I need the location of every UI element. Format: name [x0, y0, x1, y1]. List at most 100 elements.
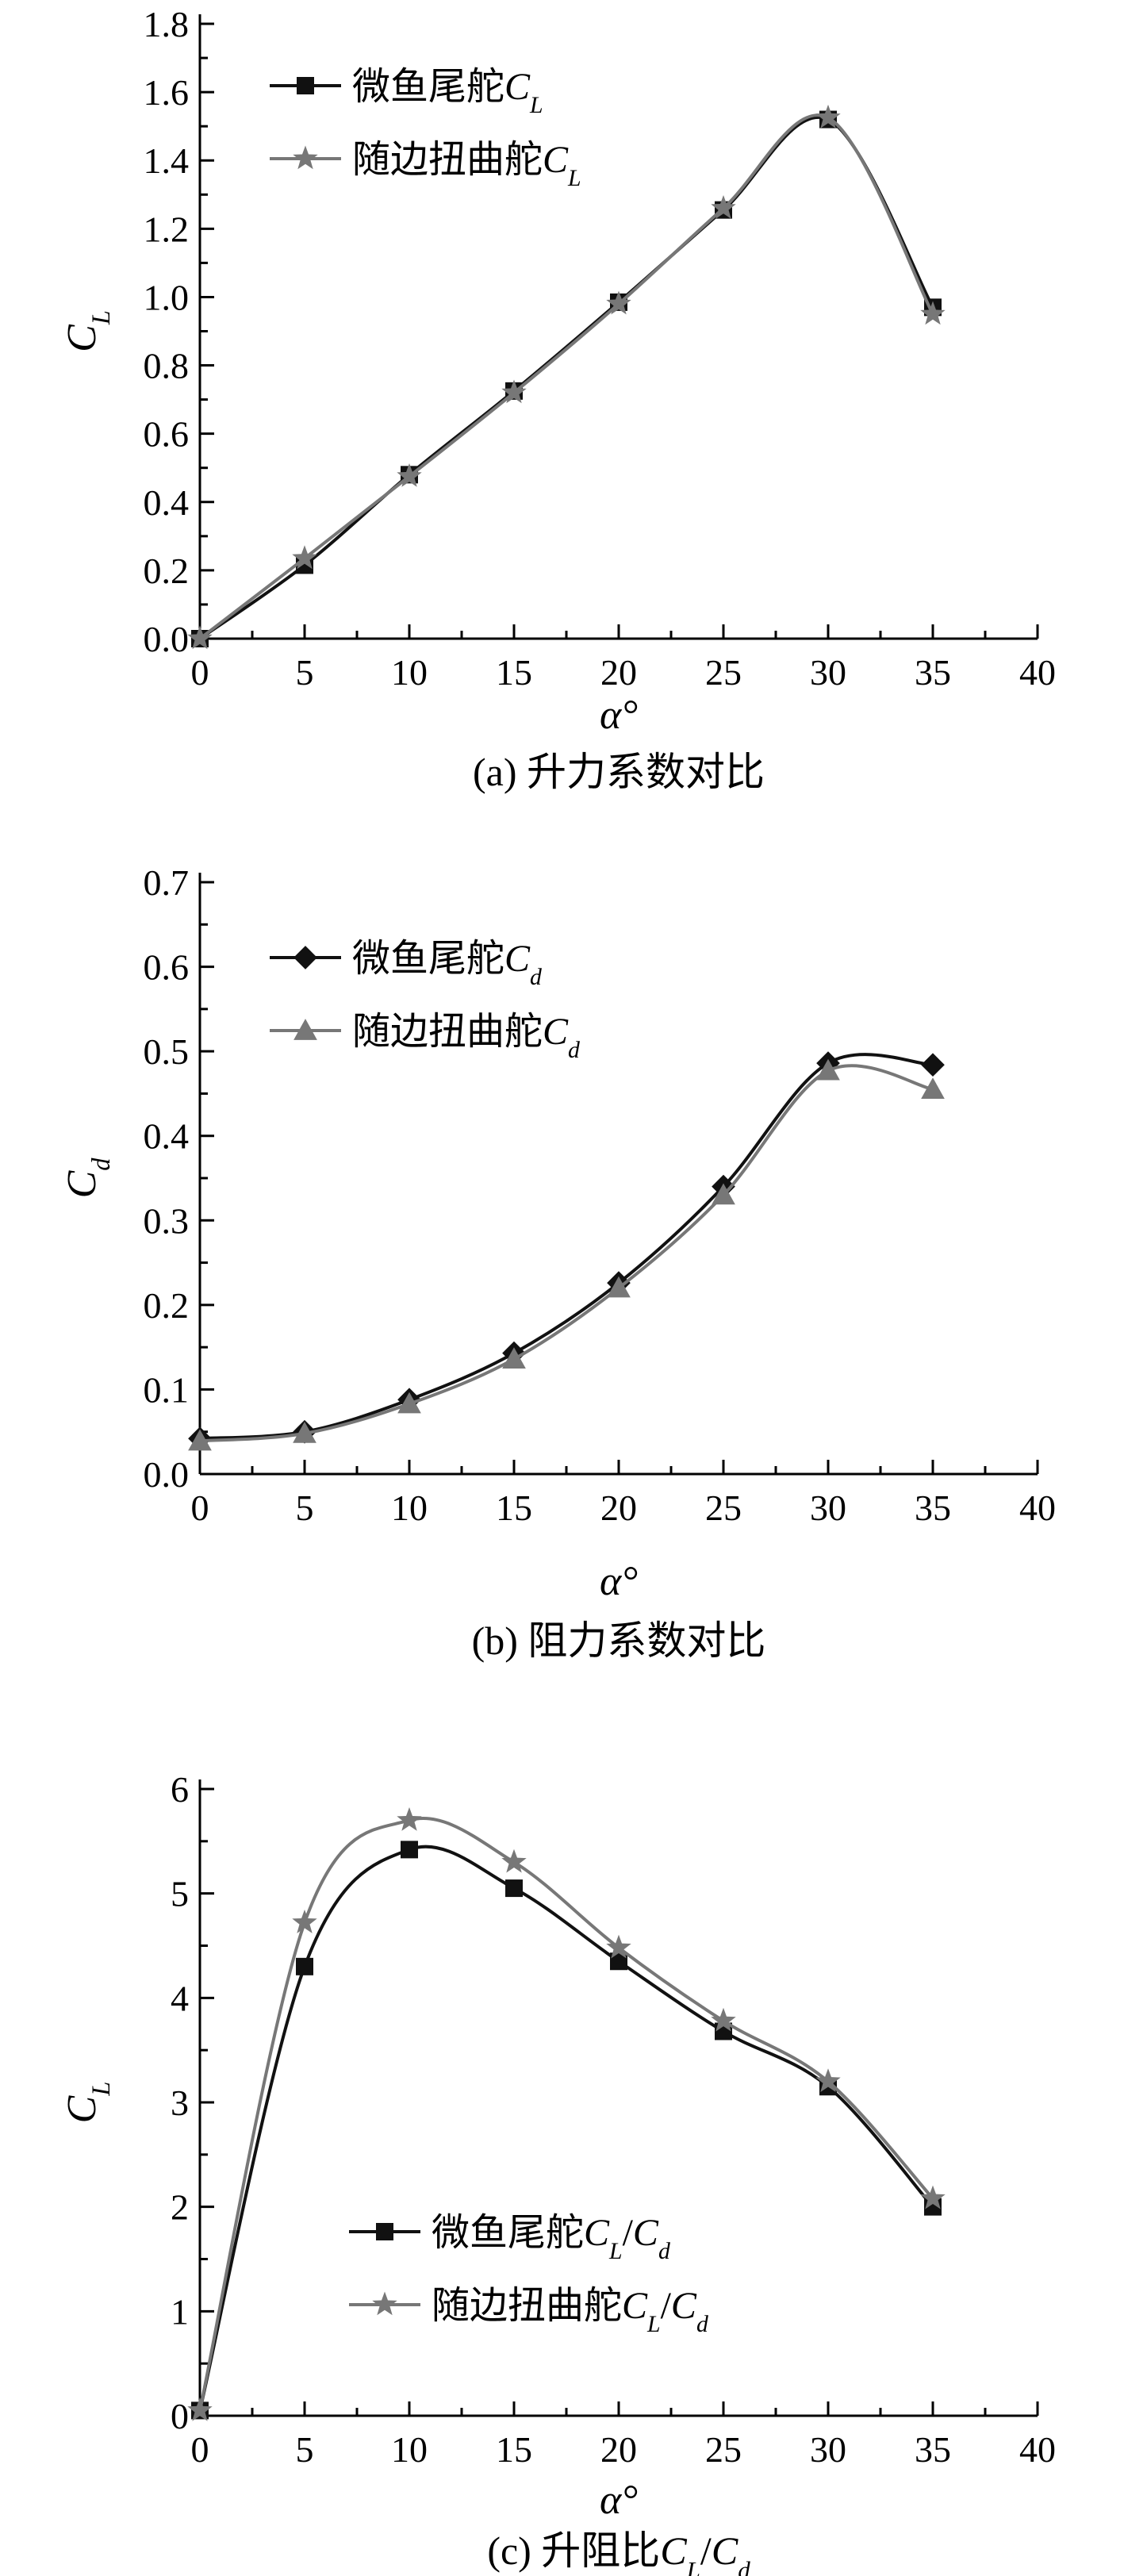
- data-point-2: [501, 1849, 527, 1873]
- y-tick-label: 1.2: [144, 209, 190, 249]
- y-tick-label: 1.4: [144, 140, 190, 181]
- y-axis-title: Cd: [59, 1157, 115, 1199]
- x-tick-label: 5: [296, 1488, 314, 1528]
- x-tick-label: 5: [296, 2429, 314, 2470]
- y-tick-label: 0.5: [144, 1031, 190, 1072]
- y-tick-label: 1.6: [144, 72, 190, 113]
- chart-caption: (a) 升力系数对比: [473, 750, 765, 794]
- x-tick-label: 25: [705, 1488, 742, 1528]
- y-tick-label: 0.0: [144, 619, 190, 659]
- data-point-2: [606, 290, 631, 315]
- y-tick-label: 0.4: [144, 1116, 190, 1157]
- data-point-2: [816, 1058, 840, 1081]
- y-tick-label: 0.2: [144, 1285, 190, 1326]
- data-point-2: [921, 1077, 945, 1099]
- chart-2: 0 5 10 15 20 25 30 35 40 0.0 0.1 0.2 0.3 0.4 0.5 0.6 0.7…: [59, 862, 1056, 1663]
- x-axis-title: α°: [600, 1559, 638, 1604]
- data-point-2: [711, 195, 736, 219]
- data-point-2: [397, 1392, 421, 1414]
- legend-marker-1: [297, 77, 314, 94]
- data-point-2: [292, 1910, 317, 1933]
- y-axis-title: CL: [59, 310, 115, 352]
- data-point-2: [187, 625, 213, 650]
- data-point-2: [920, 301, 946, 325]
- legend-label-1: 微鱼尾舵CL/Cd: [432, 2212, 670, 2264]
- legend-marker-1: [376, 2223, 393, 2240]
- legend-label-2: 随边扭曲舵CL/Cd: [432, 2285, 708, 2337]
- y-tick-label: 5: [171, 1874, 189, 1914]
- data-point-1: [505, 1879, 523, 1898]
- data-point-1: [921, 1053, 945, 1077]
- legend-label-2: 随边扭曲舵CL: [352, 139, 581, 191]
- data-point-2: [607, 1276, 631, 1298]
- data-point-2: [397, 463, 422, 487]
- chart-3: 0 5 10 15 20 25 30 35 40 0 1 2 3 4 5 6 α° CL (c) 升阻比CL/Cd 微…: [59, 1769, 1056, 2576]
- y-tick-label: 1.0: [144, 277, 190, 317]
- data-point-1: [610, 1952, 627, 1971]
- y-tick-label: 6: [171, 1769, 189, 1810]
- x-tick-label: 30: [810, 1488, 846, 1528]
- x-tick-label: 25: [705, 2429, 742, 2470]
- data-point-2: [188, 1429, 212, 1451]
- data-point-2: [187, 2397, 213, 2421]
- legend-marker-1: [293, 946, 317, 969]
- data-point-1: [296, 1957, 313, 1975]
- x-tick-label: 40: [1019, 1488, 1056, 1528]
- data-point-2: [292, 545, 317, 570]
- data-point-2: [711, 2007, 736, 2032]
- x-tick-label: 20: [600, 652, 637, 693]
- series-line-1: [199, 1053, 934, 1441]
- legend-marker-2: [293, 1019, 317, 1040]
- legend-marker-2: [372, 2291, 397, 2316]
- data-point-2: [293, 1421, 316, 1443]
- data-point-2: [502, 1347, 526, 1369]
- x-tick-label: 35: [915, 652, 951, 693]
- x-tick-label: 15: [496, 652, 532, 693]
- chart-1: 0 5 10 15 20 25 30 35 40 0.0 0.2 0.4 0.6 0.8 1.0 1.2 1.4…: [59, 4, 1056, 794]
- y-axis-title: CL: [59, 2082, 115, 2124]
- data-point-2: [815, 2068, 841, 2092]
- legend-label-2: 随边扭曲舵Cd: [352, 1011, 580, 1063]
- x-tick-label: 35: [915, 1488, 951, 1528]
- x-tick-label: 10: [391, 1488, 428, 1528]
- x-axis-title: α°: [600, 2478, 638, 2523]
- x-tick-label: 20: [600, 2429, 637, 2470]
- x-tick-label: 10: [391, 2429, 428, 2470]
- x-tick-label: 40: [1019, 652, 1056, 693]
- legend-label-1: 微鱼尾舵CL: [352, 66, 543, 118]
- x-axis-title: α°: [600, 693, 638, 738]
- y-tick-label: 0.8: [144, 346, 190, 386]
- data-point-2: [397, 1807, 422, 1831]
- y-tick-label: 0.0: [144, 1454, 190, 1495]
- legend-marker-2: [293, 145, 318, 170]
- x-tick-label: 15: [496, 2429, 532, 2470]
- y-tick-label: 0.6: [144, 414, 190, 455]
- y-tick-label: 4: [171, 1978, 189, 2018]
- x-tick-label: 5: [296, 652, 314, 693]
- x-tick-label: 40: [1019, 2429, 1056, 2470]
- y-tick-label: 0.2: [144, 551, 190, 591]
- data-point-2: [920, 2185, 946, 2209]
- chart-caption: (c) 升阻比CL/Cd: [487, 2528, 750, 2576]
- series-line-2: [199, 1064, 934, 1443]
- x-tick-label: 25: [705, 652, 742, 693]
- x-tick-label: 30: [810, 652, 846, 693]
- y-tick-label: 0.7: [144, 862, 190, 903]
- x-tick-label: 0: [191, 2429, 209, 2470]
- data-point-2: [815, 104, 841, 129]
- legend-label-1: 微鱼尾舵Cd: [352, 938, 542, 990]
- y-tick-label: 0.1: [144, 1369, 190, 1410]
- y-tick-label: 1: [171, 2291, 189, 2332]
- x-tick-label: 10: [391, 652, 428, 693]
- y-tick-label: 2: [171, 2187, 189, 2228]
- chart-caption: (b) 阻力系数对比: [472, 1618, 766, 1663]
- x-tick-label: 15: [496, 1488, 532, 1528]
- y-tick-label: 0.3: [144, 1200, 190, 1241]
- data-point-2: [712, 1183, 735, 1205]
- x-tick-label: 0: [191, 652, 209, 693]
- y-tick-label: 0: [171, 2396, 189, 2436]
- data-point-2: [501, 379, 527, 404]
- x-tick-label: 0: [191, 1488, 209, 1528]
- x-tick-label: 35: [915, 2429, 951, 2470]
